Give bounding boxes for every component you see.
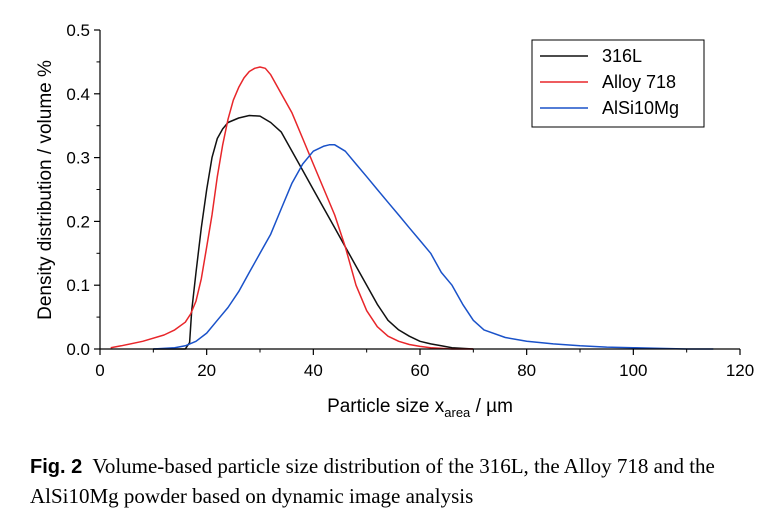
series-line-alloy-718 (110, 66, 474, 350)
caption-label: Fig. 2 (30, 456, 83, 478)
y-tick-label: 0.5 (66, 21, 90, 40)
legend-label-alsi10mg: AlSi10Mg (602, 98, 679, 118)
x-tick-label: 100 (619, 361, 647, 380)
series-line-316l (153, 114, 474, 350)
y-tick-label: 0.0 (66, 340, 90, 359)
y-tick-label: 0.3 (66, 149, 90, 168)
x-tick-label: 80 (517, 361, 536, 380)
legend-box (531, 39, 705, 128)
y-tick-label: 0.2 (66, 212, 90, 231)
caption-text: Volume-based particle size distribution … (30, 454, 715, 508)
legend-label-alloy-718: Alloy 718 (602, 72, 676, 92)
x-tick-label: 120 (726, 361, 754, 380)
y-axis-title: Density distribution / volume % (35, 60, 56, 320)
particle-size-chart: 0 20 40 60 80 100 120 0.0 0.1 0.2 0.3 0.4 0.5 Parti… (35, 21, 754, 420)
y-tick-label: 0.4 (66, 85, 90, 104)
x-tick-label: 60 (411, 361, 430, 380)
x-axis-title: Particle size xarea / µm (327, 396, 513, 420)
x-ticks: 0 20 40 60 80 100 120 (95, 349, 754, 380)
x-tick-label: 40 (304, 361, 323, 380)
x-axis-title-unit: / µm (470, 396, 513, 417)
series-lines (110, 66, 714, 350)
legend-label-316l: 316L (602, 46, 642, 66)
x-tick-label: 0 (95, 361, 104, 380)
figure-caption: Fig. 2 Volume-based particle size distri… (30, 452, 770, 511)
series-line-alsi10mg (153, 144, 714, 350)
y-tick-label: 0.1 (66, 276, 90, 295)
x-axis-title-subscript: area (444, 405, 471, 420)
x-tick-label: 20 (197, 361, 216, 380)
legend: 316L Alloy 718 AlSi10Mg (531, 39, 705, 128)
y-ticks: 0.0 0.1 0.2 0.3 0.4 0.5 (66, 21, 100, 359)
